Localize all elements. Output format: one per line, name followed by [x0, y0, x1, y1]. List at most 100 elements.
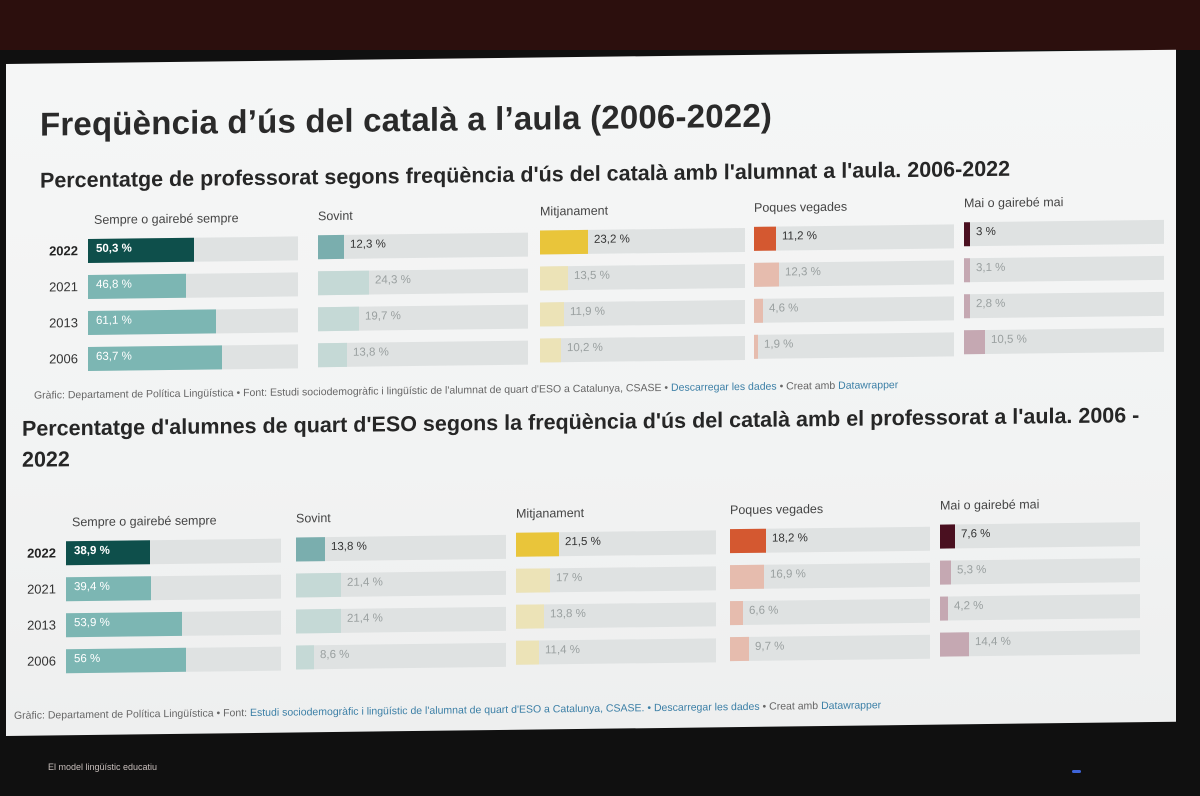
c1-value-label: 24,3 %: [375, 273, 411, 286]
c1-value-label: 19,7 %: [365, 309, 401, 323]
c2-value-label: 21,4 %: [347, 575, 383, 589]
chart-1-download-link[interactable]: Descarregar les dades: [671, 380, 777, 394]
c2-value-label: 21,5 %: [565, 535, 601, 549]
c1-bar-track: 61,1 %: [88, 308, 298, 335]
c2-bar-sovint-2006: [296, 644, 314, 669]
c2-value-label: 56 %: [74, 652, 101, 666]
c2-year-label: 2013: [27, 617, 56, 633]
c1-bar-poques-2022: [754, 226, 776, 251]
c1-value-label: 63,7 %: [96, 350, 132, 363]
c2-bar-mai-2006: [940, 632, 969, 657]
chart-1-credit-sep: • Creat amb: [779, 379, 836, 393]
c1-value-label: 11,2 %: [782, 229, 817, 243]
c2-bar-mitjanament-2021: [516, 568, 550, 593]
c2-bar-track: 53,9 %: [66, 610, 281, 638]
c1-bar-track: 3 %: [964, 219, 1164, 247]
c1-bar-mitjanament-2006: [540, 338, 561, 363]
c1-value-label: 12,3 %: [785, 265, 821, 278]
chart-2-footnote: Gràfic: Departament de Política Lingüíst…: [14, 699, 881, 722]
c1-value-label: 1,9 %: [764, 337, 794, 351]
c1-value-label: 13,8 %: [353, 345, 389, 359]
c2-bar-poques-2006: [730, 636, 749, 661]
c2-year-label: 2022: [27, 545, 56, 561]
c2-value-label: 8,6 %: [320, 648, 350, 661]
c1-value-label: 4,6 %: [769, 301, 799, 315]
c2-value-label: 38,9 %: [74, 544, 110, 558]
c2-value-label: 4,2 %: [954, 600, 984, 613]
c2-legend-sovint: Sovint: [296, 510, 331, 525]
c1-bar-track: 10,2 %: [540, 335, 745, 363]
chart-2-download-link[interactable]: • Descarregar les dades: [647, 700, 760, 715]
c1-bar-track: 10,5 %: [964, 327, 1164, 355]
c2-bar-mai-2022: [940, 524, 955, 549]
c2-legend-mitjanament: Mitjanament: [516, 505, 585, 521]
c1-value-label: 3,1 %: [976, 261, 1006, 275]
c2-legend-sempre: Sempre o gairebé sempre: [72, 513, 217, 530]
c2-bar-track: 5,3 %: [940, 558, 1140, 585]
c2-value-label: 13,8 %: [550, 607, 586, 621]
c1-value-label: 61,1 %: [96, 314, 132, 327]
c1-year-label: 2013: [49, 315, 78, 331]
c1-bar-mitjanament-2013: [540, 302, 564, 327]
c1-year-label: 2006: [49, 351, 78, 367]
c2-bar-track: 13,8 %: [516, 602, 716, 629]
c2-bar-poques-2021: [730, 564, 764, 589]
c2-bar-track: 4,2 %: [940, 594, 1140, 621]
c2-value-label: 13,8 %: [331, 540, 367, 553]
c1-value-label: 12,3 %: [350, 237, 386, 251]
c1-legend-poques: Poques vegades: [754, 199, 848, 215]
c2-value-label: 6,6 %: [749, 604, 779, 617]
chart-2-credit: Gràfic: Departament de Política Lingüíst…: [14, 707, 248, 722]
c2-bar-mai-2013: [940, 596, 948, 621]
c1-bar-track: 13,5 %: [540, 263, 745, 291]
c1-bar-mai-2021: [964, 258, 970, 283]
c2-value-label: 39,4 %: [74, 580, 110, 594]
c2-bar-track: 21,4 %: [296, 606, 506, 633]
c1-bar-track: 24,3 %: [318, 268, 528, 295]
c1-bar-track: 23,2 %: [540, 227, 745, 255]
c1-legend-mitjanament: Mitjanament: [540, 203, 609, 219]
c2-bar-track: 8,6 %: [296, 642, 506, 669]
chart-2-datawrapper-link[interactable]: Datawrapper: [821, 699, 882, 713]
c2-bar-mitjanament-2013: [516, 604, 544, 629]
chart-1-datawrapper-link[interactable]: Datawrapper: [838, 379, 899, 392]
chart-1-credit: Gràfic: Departament de Política Lingüíst…: [34, 381, 669, 402]
c2-value-label: 17 %: [556, 571, 583, 585]
presentation-slide: Freqüència d’ús del català a l’aula (200…: [6, 49, 1176, 737]
c1-bar-track: 4,6 %: [754, 295, 954, 323]
c2-bar-track: 16,9 %: [730, 562, 930, 589]
c1-legend-sempre: Sempre o gairebé sempre: [94, 211, 239, 227]
c1-bar-track: 19,7 %: [318, 304, 528, 331]
c1-bar-sovint-2022: [318, 234, 344, 259]
c2-bar-poques-2013: [730, 600, 743, 625]
c1-bar-track: 3,1 %: [964, 255, 1164, 283]
c2-bar-track: 6,6 %: [730, 598, 930, 625]
c2-bar-track: 18,2 %: [730, 526, 930, 553]
c1-bar-track: 11,9 %: [540, 299, 745, 327]
c2-value-label: 53,9 %: [74, 616, 110, 630]
c1-legend-sovint: Sovint: [318, 208, 353, 223]
c1-bar-track: 12,3 %: [754, 259, 954, 287]
c1-bar-track: 11,2 %: [754, 223, 954, 251]
c1-value-label: 46,8 %: [96, 278, 132, 291]
c2-bar-track: 7,6 %: [940, 522, 1140, 549]
c2-value-label: 14,4 %: [975, 635, 1011, 649]
chart-1-footnote: Gràfic: Departament de Política Lingüíst…: [34, 379, 898, 402]
c1-bar-poques-2013: [754, 298, 763, 323]
c1-bar-track: 12,3 %: [318, 232, 528, 259]
c2-bar-track: 14,4 %: [940, 630, 1140, 657]
c1-bar-sovint-2006: [318, 342, 347, 367]
c2-bar-poques-2022: [730, 528, 766, 553]
wall-background: [0, 0, 1200, 56]
c2-bar-track: 21,4 %: [296, 570, 506, 597]
chart-2-source-link[interactable]: Estudi sociodemogràfic i lingüístic de l…: [249, 702, 645, 720]
c2-value-label: 5,3 %: [957, 564, 987, 577]
c1-year-label: 2021: [49, 279, 78, 295]
c1-bar-track: 1,9 %: [754, 331, 954, 359]
c2-bar-track: 21,5 %: [516, 530, 716, 557]
c1-bar-track: 63,7 %: [88, 344, 298, 371]
c1-bar-poques-2021: [754, 262, 779, 287]
c2-year-label: 2006: [27, 653, 56, 669]
c1-bar-mitjanament-2022: [540, 229, 588, 255]
c2-bar-mai-2021: [940, 560, 951, 585]
